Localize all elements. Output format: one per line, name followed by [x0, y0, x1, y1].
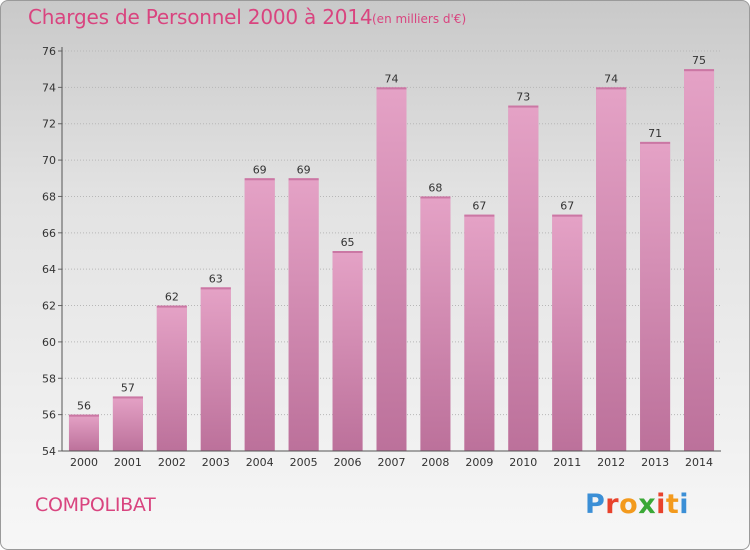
bar-shade	[156, 305, 187, 451]
commune-name: COMPOLIBAT	[35, 494, 156, 516]
bar-top-edge	[552, 214, 583, 217]
x-tick-label: 2008	[421, 456, 449, 469]
x-tick-label: 2011	[553, 456, 581, 469]
y-tick-label: 68	[42, 190, 56, 203]
bar-shade	[508, 105, 539, 451]
bar-top-edge	[332, 251, 363, 253]
y-tick-label: 62	[42, 300, 56, 313]
bar-shade	[640, 141, 671, 451]
x-tick-label: 2006	[334, 456, 362, 469]
x-tick-label: 2005	[290, 456, 318, 469]
bar-shade	[244, 178, 275, 452]
x-tick-label: 2010	[509, 456, 537, 469]
chart-title: Charges de Personnel 2000 à 2014	[28, 5, 373, 29]
brand-letter: o	[619, 489, 639, 520]
x-tick-label: 2014	[685, 456, 713, 469]
bar-value-label: 75	[692, 54, 706, 67]
y-tick-label: 72	[42, 118, 56, 131]
x-tick-label: 2007	[378, 456, 406, 469]
y-tick-label: 54	[42, 445, 56, 458]
bar-shade	[332, 251, 363, 451]
bar-value-label: 67	[472, 200, 486, 213]
bar-value-label: 62	[165, 291, 179, 304]
bar-top-edge	[420, 196, 451, 199]
brand-letter: P	[585, 489, 606, 520]
bar-value-label: 73	[516, 91, 530, 104]
y-tick-label: 58	[42, 372, 56, 385]
y-tick-label: 60	[42, 336, 56, 349]
bar-shade	[68, 414, 99, 451]
bar-top-edge	[112, 396, 143, 399]
bar-top-edge	[68, 414, 99, 417]
brand-letter: i	[656, 489, 666, 520]
bar-top-edge	[508, 105, 539, 108]
x-tick-label: 2002	[158, 456, 186, 469]
bar-value-label: 56	[77, 400, 91, 413]
bar-value-label: 69	[253, 163, 267, 176]
bar-value-label: 74	[385, 72, 399, 85]
x-tick-label: 2013	[641, 456, 669, 469]
bar-top-edge	[288, 178, 319, 181]
y-tick-label: 66	[42, 227, 56, 240]
bar-shade	[200, 287, 231, 451]
bar-shade	[552, 214, 583, 451]
bar-shade	[596, 87, 627, 451]
bar-value-label: 71	[648, 127, 662, 140]
y-tick-label: 70	[42, 154, 56, 167]
bar-value-label: 68	[428, 181, 442, 194]
x-tick-label: 2009	[465, 456, 493, 469]
bars: 56 57 62 63 69 69 65 74 68 67 73 67 74 71 75	[68, 54, 715, 452]
bar-top-edge	[376, 87, 407, 90]
bar-shade	[112, 396, 143, 451]
bar-value-label: 74	[604, 72, 618, 85]
brand-letter: r	[605, 489, 620, 520]
bar-shade	[684, 69, 715, 451]
bar-top-edge	[684, 69, 715, 72]
bar-shade	[464, 214, 495, 451]
chart-subtitle: (en milliers d'€)	[372, 12, 467, 26]
bar-value-label: 69	[297, 163, 311, 176]
bar-top-edge	[596, 87, 627, 90]
bar-top-edge	[156, 305, 187, 308]
y-tick-label: 74	[42, 81, 56, 94]
y-tick-label: 56	[42, 409, 56, 422]
brand-letter: x	[638, 489, 657, 520]
bar-shade	[420, 196, 451, 451]
x-tick-label: 2003	[202, 456, 230, 469]
brand-letter: t	[665, 489, 680, 520]
x-tick-label: 2004	[246, 456, 274, 469]
x-tick-label: 2012	[597, 456, 625, 469]
bar-top-edge	[640, 141, 671, 144]
bar-top-edge	[244, 178, 275, 181]
bar-shade	[376, 87, 407, 451]
bar-value-label: 67	[560, 200, 574, 213]
y-tick-label: 64	[42, 263, 56, 276]
y-tick-label: 76	[42, 45, 56, 58]
axes: 54 56 58 60 62 64 66 68 70 72 74 76 2000 2001 2002 2003…	[42, 45, 721, 469]
bar-top-edge	[200, 287, 231, 290]
bar-value-label: 65	[341, 236, 355, 249]
bar-value-label: 63	[209, 272, 223, 285]
x-tick-label: 2000	[70, 456, 98, 469]
bar-shade	[288, 178, 319, 452]
brand-letter: i	[679, 489, 690, 520]
x-tick-label: 2001	[114, 456, 142, 469]
bar-value-label: 57	[121, 381, 135, 394]
proxiti-logo[interactable]: Proxiti	[585, 489, 689, 520]
bar-top-edge	[464, 214, 495, 217]
